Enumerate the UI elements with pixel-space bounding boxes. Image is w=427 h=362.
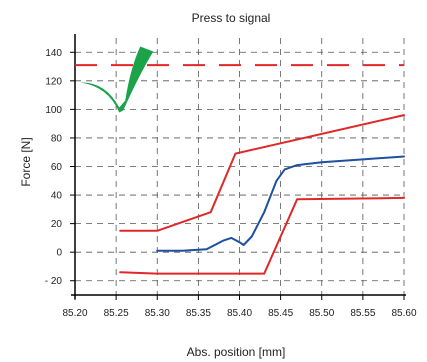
x-tick-label: 85.30 [145, 308, 170, 319]
y-tick-label: - 20 [45, 276, 63, 287]
x-tick-label: 85.25 [104, 308, 129, 319]
y-tick-label: 120 [45, 76, 62, 87]
y-tick-label: 100 [45, 105, 62, 116]
y-axis-label: Force [N] [19, 137, 33, 186]
x-axis-label: Abs. position [mm] [187, 345, 286, 359]
series-group [75, 64, 405, 275]
y-tick-label: 40 [51, 191, 63, 202]
grid [74, 38, 405, 295]
series-line-1 [156, 155, 405, 252]
x-tick-label: 85.35 [186, 308, 211, 319]
x-tick-label: 85.55 [350, 308, 375, 319]
y-tick-label: 140 [45, 48, 62, 59]
x-tick-label: 85.20 [62, 308, 87, 319]
labels: Press to signal Abs. position [mm] Force… [19, 11, 417, 359]
x-tick-label: 85.50 [309, 308, 334, 319]
y-tick-label: 20 [51, 219, 63, 230]
y-tick-label: 80 [51, 133, 63, 144]
annotations [80, 46, 154, 113]
x-tick-label: 85.60 [391, 308, 416, 319]
y-tick-label: 60 [51, 162, 63, 173]
checkmark-icon [80, 46, 154, 113]
x-tick-label: 85.45 [268, 308, 293, 319]
x-tick-label: 85.40 [227, 308, 252, 319]
chart-title: Press to signal [192, 11, 271, 25]
y-tick-label: 0 [56, 248, 62, 259]
series-line-2 [119, 114, 405, 232]
series-line-3 [119, 196, 405, 275]
axes [70, 34, 406, 300]
